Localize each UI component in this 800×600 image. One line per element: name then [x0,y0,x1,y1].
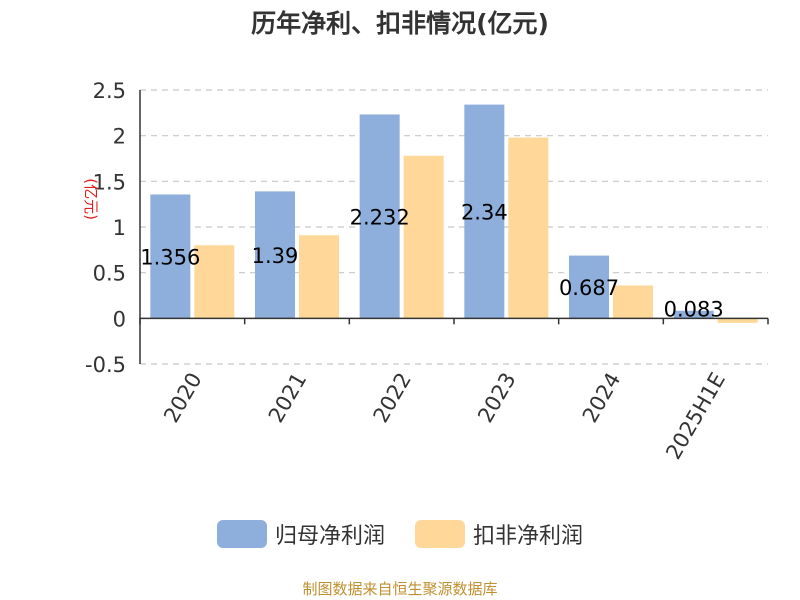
legend-swatch-deducted-profit [415,520,465,548]
y-tick-label-3: 1 [113,216,126,240]
bar-s1-2024 [613,285,653,319]
y-tick-label-4: 0.5 [93,262,126,286]
x-tick-label-2025H1E: 2025H1E [661,369,730,464]
bar-s0-2022 [359,114,400,319]
bar-s1-2022 [403,155,444,319]
legend-label-deducted-profit: 扣非净利润 [473,524,584,549]
data-label-2024: 0.687 [559,276,619,300]
y-tick-label-2: 1.5 [93,170,126,194]
x-tick-label-2021: 2021 [264,369,312,427]
chart-title: 历年净利、扣非情况(亿元) [251,9,549,38]
source-note: 制图数据来自恒生聚源数据库 [302,580,498,598]
y-tick-label-1: 2 [113,125,126,149]
bar-s0-2020 [150,194,191,319]
bar-s1-2025H1E [717,318,758,323]
data-label-2021: 1.39 [252,244,299,268]
data-label-2020: 1.356 [140,245,200,269]
bar-s0-2025H1E [673,310,714,319]
bar-s0-2021 [255,191,295,319]
data-label-2023: 2.34 [461,200,508,224]
bar-s1-2020 [194,245,235,319]
x-tick-label-2023: 2023 [473,369,521,427]
data-label-2022: 2.232 [350,205,410,229]
bar-s0-2023 [464,104,505,319]
y-tick-label-5: 0 [113,307,126,331]
bar-s1-2023 [508,137,549,319]
legend-item-net-profit[interactable]: 归母净利润 [216,518,385,550]
legend-item-deducted-profit[interactable]: 扣非净利润 [415,518,583,550]
x-tick-label-2020: 2020 [159,369,207,427]
y-axis-label: (亿元) [82,178,100,220]
y-tick-label-0: 2.5 [93,79,126,103]
x-tick-label-2022: 2022 [368,369,416,427]
bar-s1-2021 [299,235,339,319]
legend-label-net-profit: 归母净利润 [274,524,385,549]
data-label-2025H1E: 0.083 [664,297,724,321]
y-tick-label-6: -0.5 [85,353,126,377]
bar-s0-2024 [569,255,609,319]
legend: 归母净利润 扣非净利润 [0,518,800,550]
legend-swatch-net-profit [216,520,267,548]
x-tick-label-2024: 2024 [578,369,626,427]
